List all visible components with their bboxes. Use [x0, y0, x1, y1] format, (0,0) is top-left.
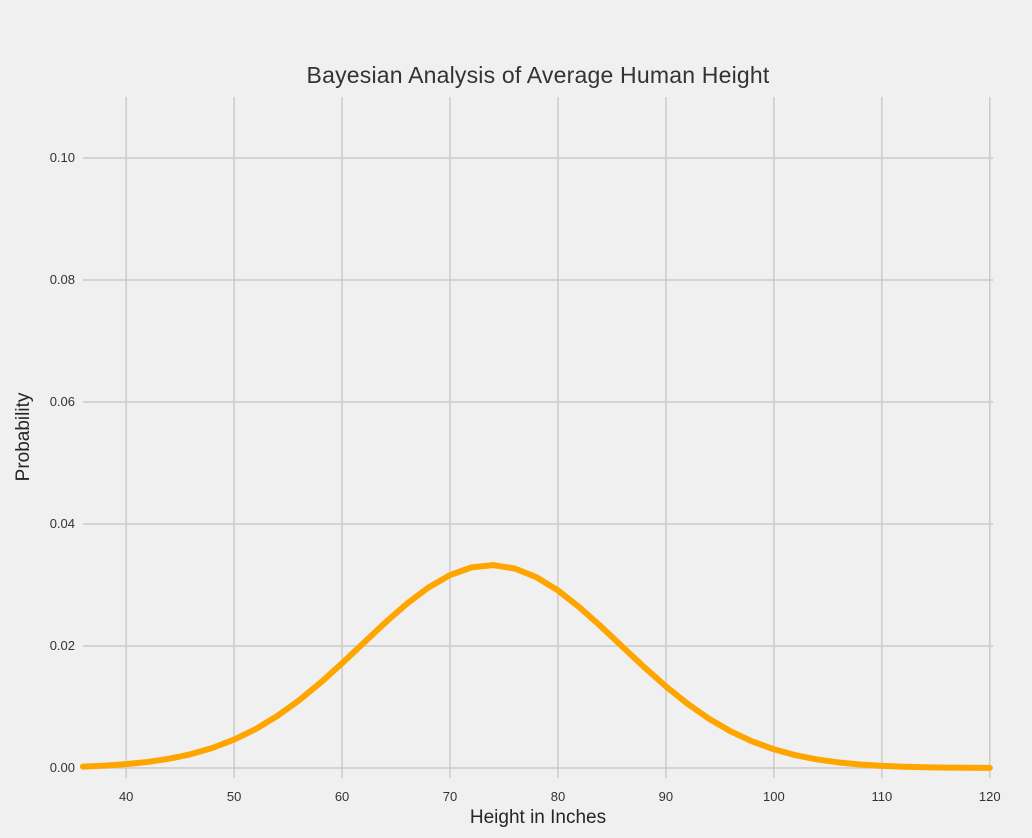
- y-tick-label: 0.08: [49, 271, 75, 287]
- chart-title: Bayesian Analysis of Average Human Heigh…: [306, 62, 770, 88]
- x-tick-label: 40: [118, 789, 134, 804]
- y-tick-label: 0.02: [49, 637, 75, 653]
- x-tick-label: 100: [763, 789, 785, 804]
- x-tick-label: 80: [550, 789, 566, 804]
- y-tick-label: 0.04: [49, 515, 75, 531]
- x-tick-label: 60: [334, 789, 350, 804]
- x-tick-label: 90: [658, 789, 674, 804]
- x-tick-label: 110: [871, 789, 893, 804]
- y-tick-label: 0.10: [49, 149, 75, 165]
- x-tick-label: 120: [978, 789, 1001, 804]
- x-axis-label: Height in Inches: [469, 807, 607, 828]
- x-tick-label: 70: [442, 789, 458, 804]
- x-tick-label: 50: [226, 789, 242, 804]
- y-tick-label: 0.00: [49, 759, 75, 775]
- distribution-curve: [80, 562, 993, 771]
- y-tick-label: 0.06: [49, 393, 75, 409]
